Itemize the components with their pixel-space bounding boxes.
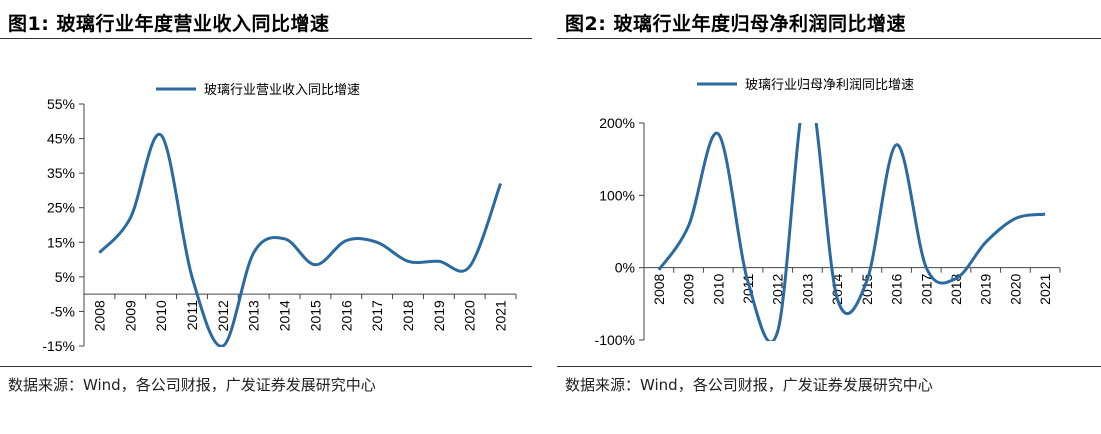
figure-1-source: 数据来源：Wind，各公司财报，广发证券发展研究中心 [8, 376, 376, 394]
legend-label: 玻璃行业营业收入同比增速 [204, 83, 360, 98]
x-tick-label: 2016 [889, 273, 905, 304]
x-tick-label: 2021 [1037, 273, 1053, 304]
x-tick-label: 2018 [400, 300, 416, 331]
figure-1-title: 图1: 玻璃行业年度营业收入同比增速 [8, 9, 329, 36]
figure-2-title-text: 玻璃行业年度归母净利润同比增速 [613, 13, 906, 35]
x-tick-label: 2019 [431, 300, 447, 331]
figure-1-chart: 玻璃行业营业收入同比增速 -15% -5% 5% 15% 25% 35% 45% 55% 2008… [42, 83, 517, 354]
legend-label: 玻璃行业归母净利润同比增速 [745, 78, 914, 93]
x-tick-label: 2017 [369, 300, 385, 331]
y-tick-label: -100% [595, 332, 635, 348]
x-tick-label: 2015 [859, 273, 875, 304]
y-tick-label: -5% [50, 303, 75, 319]
y-tick-label: 25% [47, 200, 75, 216]
y-tick-label: 100% [599, 187, 635, 203]
figure-2-source: 数据来源：Wind，各公司财报，广发证券发展研究中心 [565, 376, 933, 394]
x-tick-label: 2020 [1007, 273, 1023, 304]
x-tick-label: 2008 [91, 300, 107, 331]
x-tick-label: 2009 [681, 273, 697, 304]
figure-2-panel: 图2: 玻璃行业年度归母净利润同比增速 玻璃行业归母净利润同比增速 -100% 0%… [557, 0, 1101, 434]
figure-1-panel: 图1: 玻璃行业年度营业收入同比增速 玻璃行业营业收入同比增速 -15% -5% 5%… [0, 0, 540, 434]
x-tick-label: 2017 [918, 273, 934, 304]
x-tick-label: 2008 [651, 273, 667, 304]
figure-2-bottom-rule [557, 366, 1101, 367]
figure-1-top-rule [0, 38, 532, 39]
x-tick-label: 2011 [184, 300, 200, 330]
y-tick-label: 35% [47, 165, 75, 181]
x-tick-label: 2015 [307, 300, 323, 331]
y-tick-label: 5% [55, 269, 75, 285]
x-tick-label: 2021 [493, 300, 509, 331]
x-tick-label: 2013 [799, 273, 815, 304]
y-tick-label: 15% [47, 234, 75, 250]
figure-2-title: 图2: 玻璃行业年度归母净利润同比增速 [565, 9, 906, 36]
x-tick-label: 2016 [338, 300, 354, 331]
figure-2-top-rule [557, 38, 1101, 39]
y-tick-label: 45% [47, 131, 75, 147]
figure-2-chart: 玻璃行业归母净利润同比增速 -100% 0% 100% 200% 2008 2009 2010… [595, 78, 1061, 348]
y-tick-label: 0% [615, 260, 635, 276]
y-tick-label: 200% [599, 115, 635, 131]
x-tick-label: 2019 [978, 273, 994, 304]
x-tick-label: 2014 [277, 300, 293, 331]
x-tick-label: 2012 [215, 300, 231, 331]
y-tick-label: 55% [47, 96, 75, 112]
figure-1-title-text: 玻璃行业年度营业收入同比增速 [56, 13, 330, 35]
figure-2-label: 图2: [565, 13, 607, 35]
x-tick-label: 2009 [122, 300, 138, 331]
x-tick-label: 2010 [710, 273, 726, 304]
figure-1-label: 图1: [8, 13, 50, 35]
figure-1-bottom-rule [0, 366, 532, 367]
x-tick-label: 2020 [462, 300, 478, 331]
y-tick-label: -15% [42, 338, 75, 354]
x-tick-label: 2010 [153, 300, 169, 331]
x-tick-label: 2013 [246, 300, 262, 331]
series-line [98, 132, 503, 347]
series-line [657, 123, 1046, 341]
